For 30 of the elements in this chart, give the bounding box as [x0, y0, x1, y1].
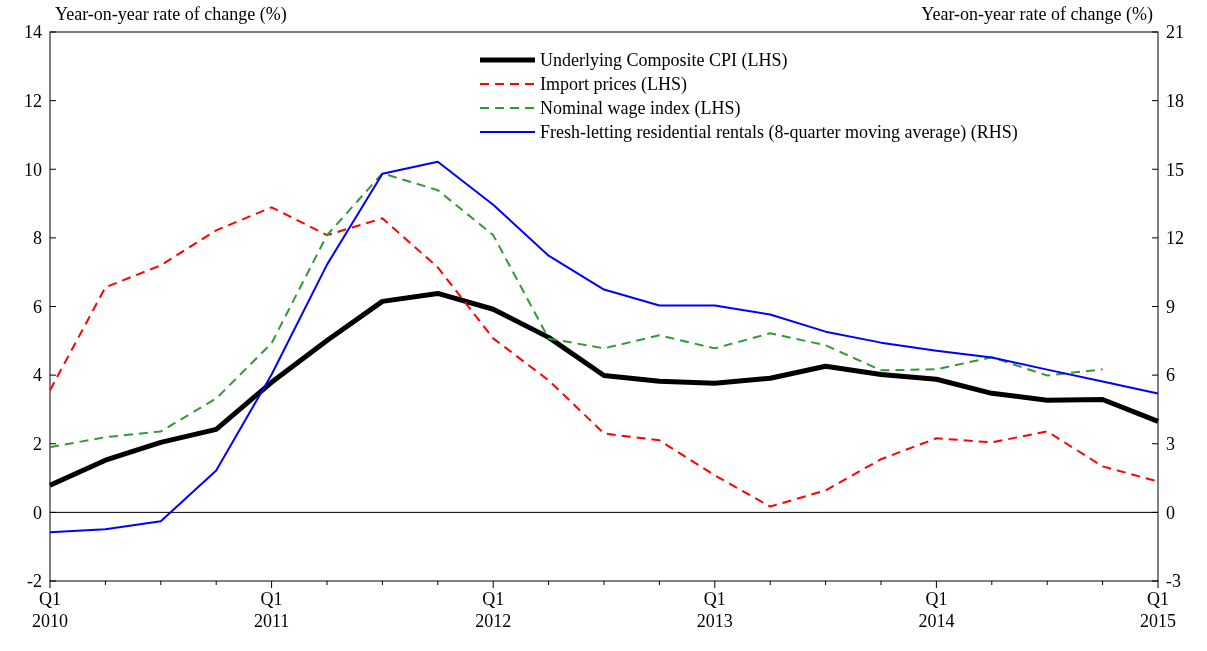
x-tick-label: Q1 2015 — [1140, 589, 1176, 631]
y-tick-label: 2 — [33, 434, 42, 455]
y-axis-title: Year-on-year rate of change (%) — [55, 4, 287, 25]
y2-tick-label: 9 — [1166, 296, 1175, 317]
x-tick-label: Q1 2010 — [32, 589, 68, 631]
y2-tick-label: 15 — [1166, 159, 1184, 180]
x-tick-label: Q1 2012 — [475, 589, 512, 631]
y2-axis-title: Year-on-year rate of change (%) — [921, 4, 1153, 25]
y-tick-label: 4 — [33, 365, 42, 386]
legend-label: Nominal wage index (LHS) — [540, 98, 741, 120]
y2-tick-label: 18 — [1166, 90, 1184, 111]
y-tick-label: 6 — [33, 296, 42, 317]
x-tick-label: Q1 2014 — [918, 589, 955, 631]
x-tick-label: Q1 2013 — [696, 589, 733, 631]
y2-tick-label: 0 — [1166, 502, 1175, 523]
y-tick-label: 0 — [33, 502, 42, 523]
y-tick-label: 8 — [33, 228, 42, 249]
y-tick-label: 10 — [24, 159, 42, 180]
y2-tick-label: 6 — [1166, 365, 1175, 386]
y-tick-label: 12 — [24, 90, 42, 111]
y-tick-label: -2 — [27, 571, 42, 592]
legend-label: Import prices (LHS) — [540, 74, 687, 96]
legend-label: Underlying Composite CPI (LHS) — [540, 50, 788, 72]
y2-tick-label: 21 — [1166, 22, 1184, 43]
x-tick-label: Q1 2011 — [253, 589, 290, 631]
y2-tick-label: 12 — [1166, 228, 1184, 249]
y-tick-label: 14 — [24, 22, 42, 43]
y2-tick-label: 3 — [1166, 434, 1175, 455]
legend-label: Fresh-letting residential rentals (8-quarter moving average) (RHS) — [540, 122, 1018, 144]
y2-tick-label: -3 — [1166, 571, 1181, 592]
